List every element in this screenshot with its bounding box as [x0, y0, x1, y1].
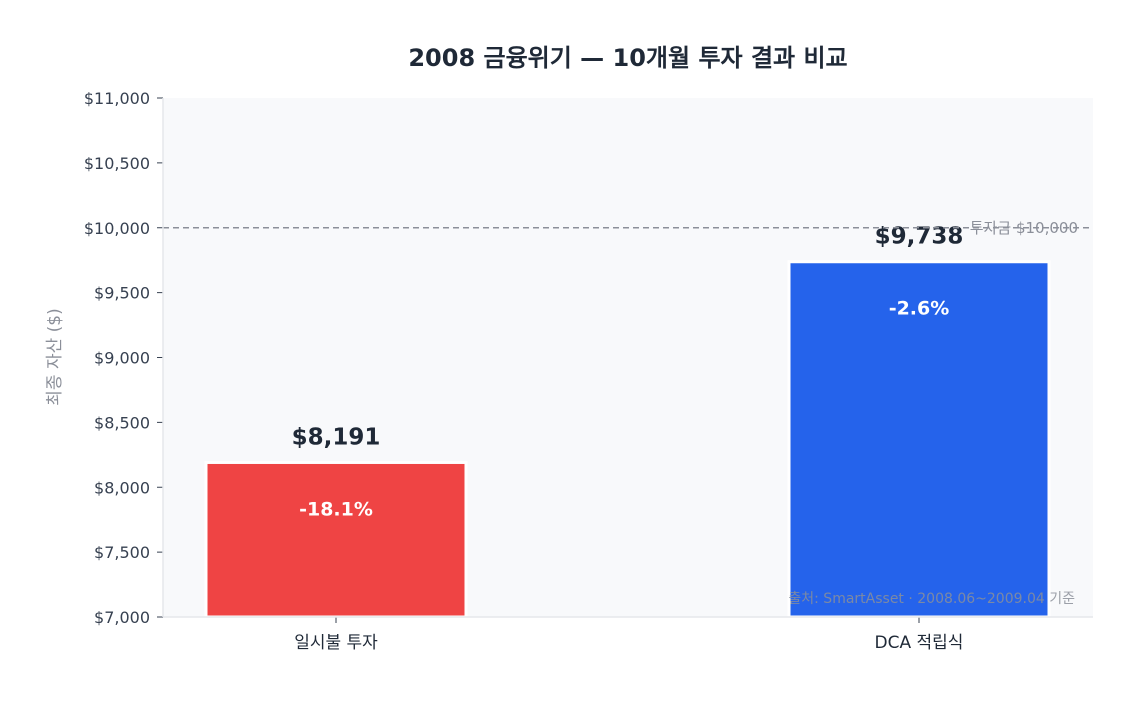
y-tick-label: $8,500 — [94, 413, 150, 432]
chart-title: 2008 금융위기 — 10개월 투자 결과 비교 — [408, 44, 847, 72]
x-tick-label: DCA 적립식 — [875, 633, 964, 653]
y-tick-label: $10,000 — [84, 219, 150, 238]
reference-line-label: 투자금 $10,000 — [970, 219, 1078, 237]
y-tick-label: $11,000 — [84, 89, 150, 108]
y-tick-label: $7,500 — [94, 543, 150, 562]
y-tick-label: $8,000 — [94, 478, 150, 497]
bar — [204, 460, 468, 619]
bar-return-label: -18.1% — [299, 498, 373, 520]
x-tick-label: 일시불 투자 — [294, 633, 378, 653]
y-tick-label: $9,500 — [94, 284, 150, 303]
bar-value-label: $8,191 — [292, 424, 381, 450]
y-tick-label: $9,000 — [94, 349, 150, 368]
bar — [787, 260, 1051, 619]
bar-return-label: -2.6% — [889, 298, 950, 320]
y-tick-label: $7,000 — [94, 608, 150, 627]
y-axis-label: 최종 자산 ($) — [45, 308, 65, 405]
y-tick-label: $10,500 — [84, 154, 150, 173]
source-note: 출처: SmartAsset · 2008.06~2009.04 기준 — [788, 591, 1075, 607]
